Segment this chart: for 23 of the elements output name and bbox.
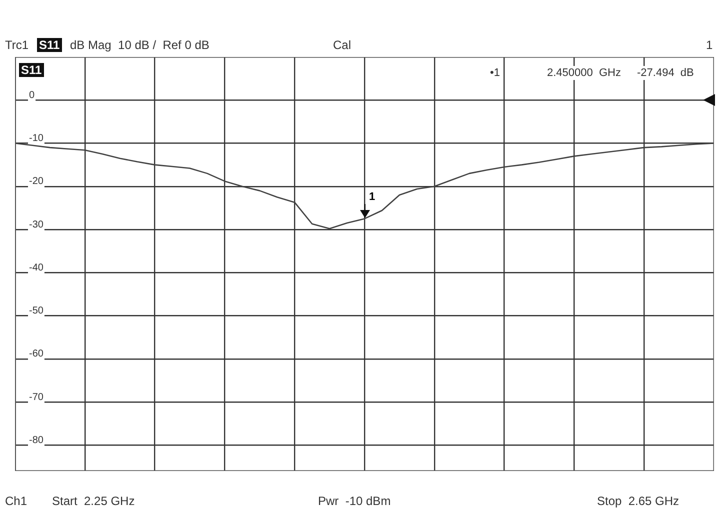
- y-tick-label: -10: [29, 133, 44, 144]
- y-tick-label: -30: [29, 219, 44, 230]
- y-tick-label: -40: [29, 262, 44, 274]
- text: Cal: [333, 38, 352, 52]
- annotation: -27.494 dB: [636, 66, 695, 80]
- text: dB Mag 10 dB / Ref 0 dB: [70, 38, 210, 52]
- text: 1: [706, 38, 713, 52]
- text: Stop 2.65 GHz: [597, 494, 680, 508]
- y-tick-label: -70: [29, 392, 44, 403]
- text: Start 2.25 GHz: [52, 494, 135, 508]
- annotation: •1: [489, 66, 501, 80]
- text: Trc1: [5, 38, 29, 52]
- y-tick-label: 0: [29, 90, 35, 101]
- text: Ch1: [5, 494, 28, 508]
- y-tick-label: -50: [29, 306, 44, 316]
- y-tick-label: -60: [29, 348, 44, 360]
- annotation: 1: [368, 190, 376, 204]
- annotation: S11: [19, 63, 44, 77]
- annotation: 2.450000 GHz: [546, 66, 622, 80]
- y-tick-label: -20: [29, 176, 44, 188]
- y-tick-label: -80: [29, 434, 44, 446]
- text: S11: [37, 38, 62, 52]
- text: Pwr -10 dBm: [318, 494, 391, 508]
